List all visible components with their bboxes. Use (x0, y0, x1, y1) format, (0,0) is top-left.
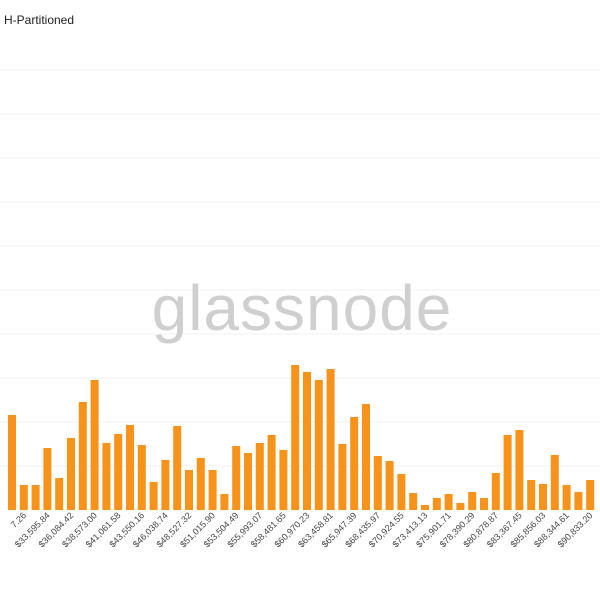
bar (126, 425, 134, 510)
bar (255, 443, 264, 510)
bar (409, 493, 418, 510)
chart-title: H-Partitioned (4, 13, 74, 27)
bar (350, 417, 359, 510)
grid (0, 69, 600, 467)
bar (444, 494, 453, 510)
bar (550, 455, 559, 510)
bar (373, 456, 382, 510)
bar (208, 470, 217, 510)
bar (456, 503, 465, 510)
bar (67, 438, 75, 510)
bar (468, 492, 477, 510)
bar (55, 478, 64, 510)
bar (491, 473, 500, 510)
bar (161, 460, 170, 510)
x-tick-label: 7.26 (9, 510, 28, 529)
bar (503, 435, 512, 510)
bar (137, 445, 146, 510)
bar (314, 380, 323, 510)
bar (291, 365, 300, 510)
bar (185, 470, 193, 510)
bar (362, 404, 370, 510)
bar (432, 498, 441, 510)
bar (232, 446, 241, 510)
bar (196, 458, 205, 510)
bar (586, 480, 595, 510)
bar (562, 485, 571, 510)
bar (90, 380, 99, 510)
bar (326, 369, 335, 510)
bar (102, 443, 111, 510)
bar (114, 434, 123, 510)
bar (149, 482, 158, 510)
bar (421, 505, 429, 510)
bar (385, 461, 394, 510)
bar (78, 402, 87, 510)
bar (480, 498, 488, 510)
bar (338, 444, 347, 510)
bar (8, 415, 16, 510)
bar (397, 474, 406, 510)
bar (267, 435, 276, 510)
bar (539, 484, 547, 510)
bar (19, 485, 28, 510)
watermark: glassnode (152, 272, 453, 344)
bar (31, 485, 40, 510)
bar (43, 448, 52, 510)
bar (515, 430, 524, 510)
bar (244, 453, 252, 510)
bar (279, 450, 288, 510)
bar (527, 480, 536, 510)
bar (303, 372, 311, 510)
bar (574, 492, 583, 510)
bar (220, 494, 229, 510)
bar (173, 426, 182, 510)
